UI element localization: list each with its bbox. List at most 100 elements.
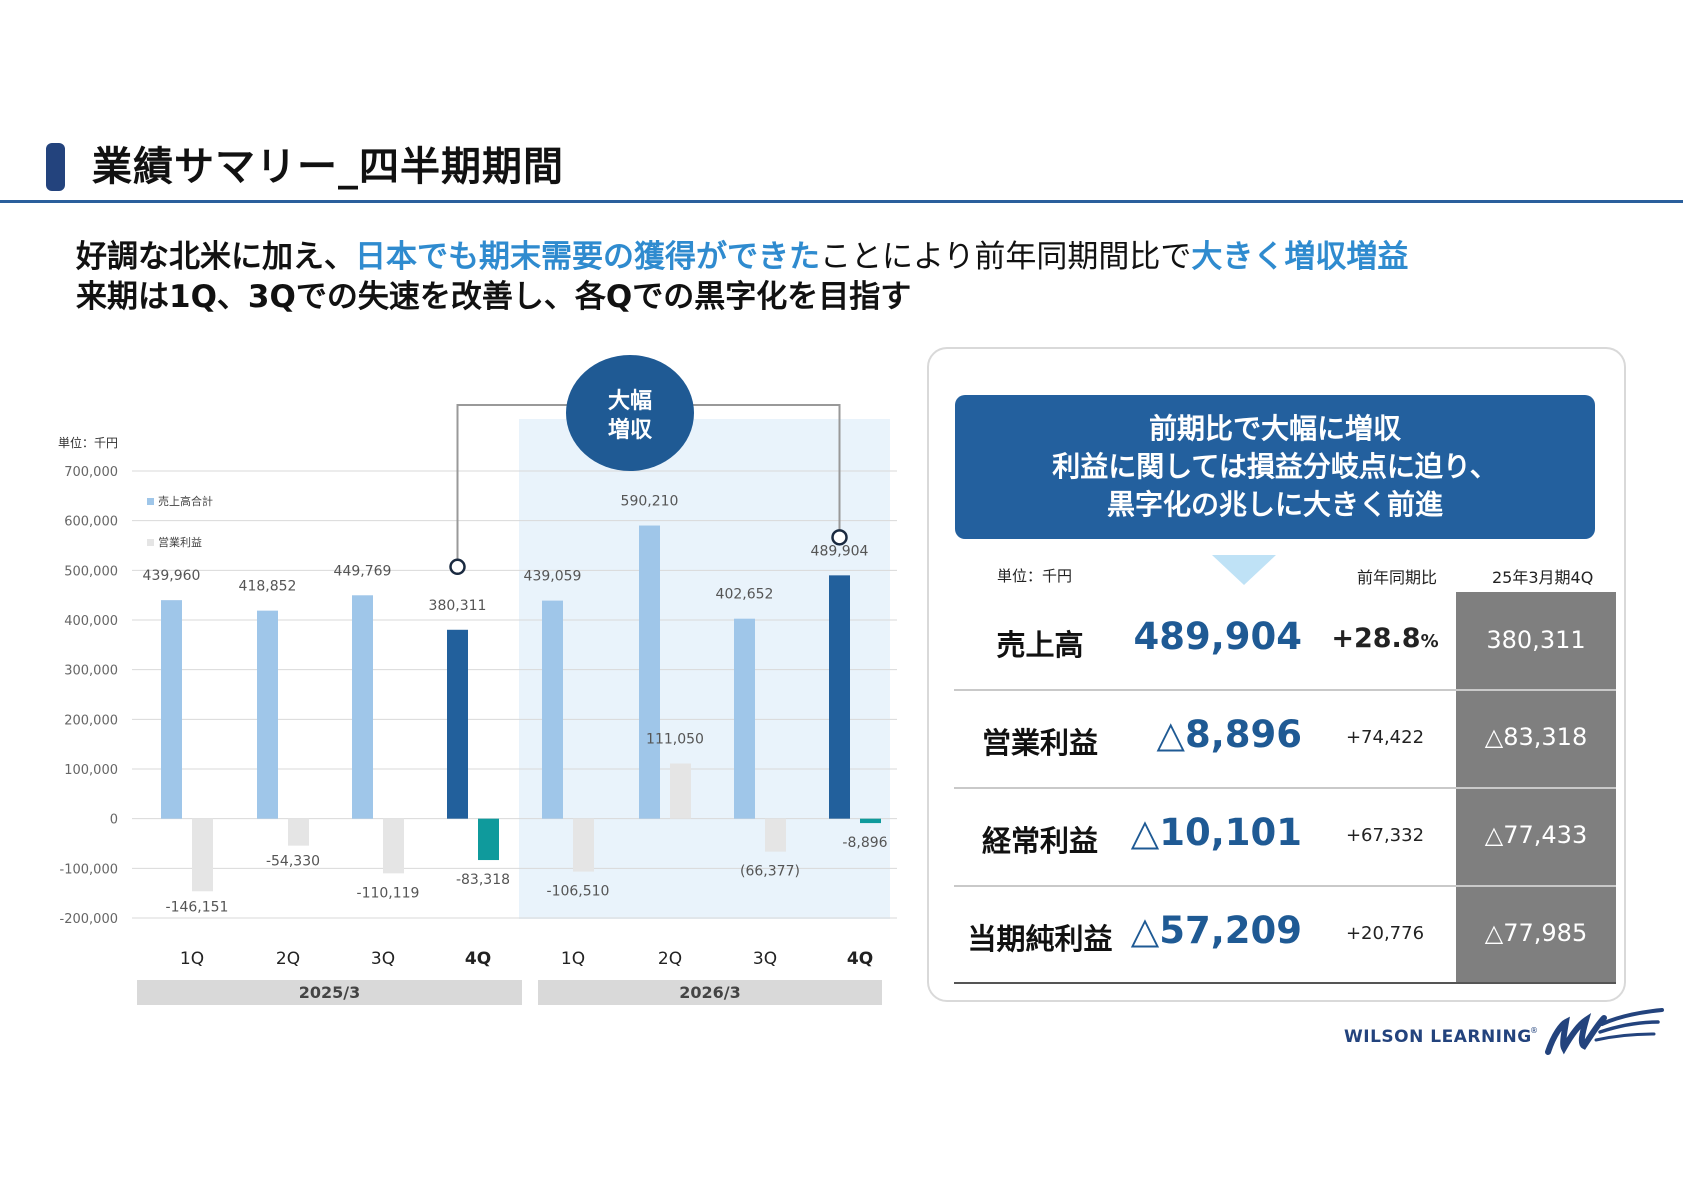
period-label-bar	[137, 980, 522, 1005]
yoy-column-header: 前年同期比	[1357, 568, 1438, 587]
page-title: 業績サマリー_四半期期間	[92, 144, 564, 190]
headline-segment: 好調な北米に加え、	[76, 239, 355, 275]
row-prev-operating-profit: △83,318	[1484, 723, 1588, 751]
sales-data-label: 439,960	[143, 568, 201, 584]
op-data-label: -110,119	[357, 885, 420, 901]
row-prev-sales: 380,311	[1486, 626, 1586, 654]
bracket-marker	[831, 529, 848, 546]
row-yoy-net-profit: +20,776	[1345, 923, 1425, 944]
x-category-label: 3Q	[371, 949, 395, 969]
op-data-label: -146,151	[166, 899, 229, 915]
y-tick-label: 100,000	[64, 763, 118, 778]
y-tick-label: -200,000	[60, 912, 118, 927]
row-yoy-sales: +28.8%	[1331, 623, 1439, 654]
callout-line: 黒字化の兆しに大きく前進	[1106, 488, 1443, 521]
sales-bar	[161, 600, 182, 819]
x-category-label: 2Q	[658, 949, 682, 969]
table-bottom-rule	[954, 982, 1616, 984]
legend-swatch-sales	[147, 498, 154, 505]
headline-segment: 大きく増収増益	[1191, 239, 1409, 275]
op-bar	[288, 818, 309, 846]
legend-swatch-op	[147, 539, 154, 546]
callout-line: 前期比で大幅に増収	[1148, 412, 1401, 445]
callout-line: 利益に関しては損益分岐点に迫り、	[1052, 450, 1498, 483]
y-tick-label: 500,000	[64, 564, 118, 579]
y-tick-label: 300,000	[64, 664, 118, 679]
row-divider	[954, 787, 1616, 789]
company-logo-text: WILSON LEARNING	[1344, 1027, 1532, 1047]
bracket-marker	[449, 558, 466, 576]
row-label-ordinary-profit: 経常利益	[981, 824, 1098, 858]
y-tick-label: 600,000	[64, 515, 118, 530]
sales-data-label: 489,904	[811, 543, 869, 559]
y-tick-label: 700,000	[64, 465, 118, 480]
chart-unit-label: 単位：千円	[58, 435, 118, 450]
row-prev-net-profit: △77,985	[1484, 919, 1588, 947]
op-bar	[765, 818, 786, 852]
callout-text: 増収	[608, 417, 653, 443]
y-tick-label: 0	[110, 813, 118, 828]
row-divider	[954, 885, 1616, 887]
legend-label-op: 営業利益	[158, 535, 202, 549]
sales-data-label: 449,769	[334, 563, 392, 579]
title-accent-bar	[46, 143, 65, 191]
row-value-net-profit: △57,209	[1130, 909, 1302, 952]
op-data-label: -54,330	[266, 854, 320, 870]
op-data-label: -83,318	[456, 872, 510, 888]
op-bar	[478, 818, 499, 861]
row-value-operating-profit: △8,896	[1156, 713, 1303, 756]
sales-bar	[257, 610, 278, 819]
growth-callout-badge	[566, 355, 694, 471]
row-prev-ordinary-profit: △77,433	[1484, 821, 1588, 849]
row-value-ordinary-profit: △10,101	[1130, 811, 1302, 854]
sales-data-label: 402,652	[716, 587, 774, 603]
sales-bar	[829, 575, 850, 819]
row-value-sales: 489,904	[1133, 615, 1302, 658]
sales-bar	[352, 595, 373, 819]
y-tick-label: 200,000	[64, 713, 118, 728]
x-category-label: 4Q	[465, 949, 491, 969]
sales-data-label: 590,210	[621, 494, 679, 510]
headline-segment: 日本でも期末需要の獲得ができた	[355, 239, 820, 275]
op-data-label: -8,896	[842, 835, 887, 851]
op-bar	[860, 818, 881, 824]
sales-bar	[447, 629, 468, 819]
legend-label-sales: 売上高合計	[158, 494, 213, 508]
op-data-label: -106,510	[547, 884, 610, 900]
row-label-sales: 売上高	[996, 628, 1084, 662]
sales-bar	[639, 525, 660, 819]
quarterly-chart: 700,000 600,000 500,000 400,000 300,000 200,0…	[58, 355, 897, 1005]
headline-segment: ことにより前年同期間比で	[820, 239, 1192, 275]
headline-line-2: 来期は1Q、3Qでの失速を改善し、各Qでの黒字化を目指す	[76, 279, 912, 315]
headline-line-1: 好調な北米に加え、日本でも期末需要の獲得ができたことにより前年同期間比で大きく増…	[76, 237, 1408, 277]
row-label-operating-profit: 営業利益	[981, 726, 1098, 760]
summary-callout: 前期比で大幅に増収 利益に関しては損益分岐点に迫り、 黒字化の兆しに大きく前進	[955, 395, 1595, 539]
callout-text: 大幅	[608, 389, 652, 414]
period-label: 2026/3	[679, 983, 741, 1002]
title-divider	[0, 200, 1683, 203]
sales-bar	[734, 618, 755, 819]
op-data-label: 111,050	[646, 732, 704, 748]
op-data-label: (66,377)	[740, 864, 800, 880]
op-bar	[383, 818, 404, 874]
wilson-logo-icon	[1545, 1008, 1664, 1055]
period-label-bar	[538, 980, 882, 1005]
sales-data-label: 418,852	[239, 579, 297, 595]
x-category-label: 3Q	[753, 949, 777, 969]
op-bar	[670, 763, 691, 819]
x-category-label: 2Q	[276, 949, 300, 969]
registered-mark: ®	[1530, 1026, 1538, 1035]
y-tick-label: -100,000	[60, 862, 118, 877]
sales-bar	[542, 600, 563, 819]
sales-data-label: 380,311	[429, 598, 487, 614]
x-category-label: 4Q	[847, 949, 873, 969]
op-bar	[192, 818, 213, 892]
sales-data-label: 439,059	[524, 569, 582, 585]
down-arrow-icon	[1212, 555, 1276, 585]
row-label-net-profit: 当期純利益	[967, 922, 1113, 956]
row-divider	[954, 689, 1616, 691]
y-tick-label: 400,000	[64, 614, 118, 629]
row-yoy-operating-profit: +74,422	[1345, 727, 1425, 748]
x-category-label: 1Q	[180, 949, 204, 969]
period-label: 2025/3	[299, 983, 361, 1002]
